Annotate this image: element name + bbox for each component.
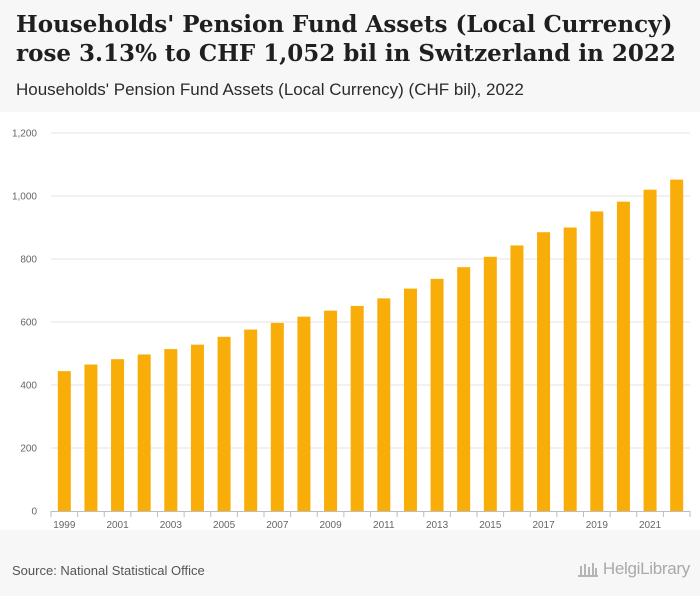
bar-2016[interactable] xyxy=(510,245,524,511)
bar-2006[interactable] xyxy=(244,329,258,511)
x-tick-label: 2009 xyxy=(319,520,342,531)
bar-2002[interactable] xyxy=(137,354,151,511)
source-note: Source: National Statistical Office xyxy=(12,563,205,578)
bar-2012[interactable] xyxy=(403,288,417,511)
y-tick-label: 600 xyxy=(20,318,37,329)
x-tick-label: 2011 xyxy=(373,520,395,531)
bar-2001[interactable] xyxy=(111,359,125,511)
x-tick-label: 2007 xyxy=(266,520,289,531)
y-tick-label: 0 xyxy=(31,507,37,518)
x-tick-label: 2017 xyxy=(532,520,555,531)
bar-2020[interactable] xyxy=(616,201,630,512)
chart-subtitle: Households' Pension Fund Assets (Local C… xyxy=(16,80,524,99)
helgilibrary-logo[interactable]: HelgiLibrary xyxy=(577,559,690,579)
y-tick-label: 800 xyxy=(20,255,37,266)
y-tick-label: 200 xyxy=(20,444,37,455)
bar-2005[interactable] xyxy=(217,336,231,511)
library-building-icon xyxy=(577,563,598,577)
bar-2017[interactable] xyxy=(537,232,551,511)
y-tick-label: 1,200 xyxy=(12,129,37,140)
bar-2018[interactable] xyxy=(563,227,577,512)
x-tick-label: 1999 xyxy=(53,520,76,531)
bar-2011[interactable] xyxy=(377,298,391,511)
chart-title: Households' Pension Fund Assets (Local C… xyxy=(16,11,676,67)
bar-2003[interactable] xyxy=(164,349,178,511)
x-tick-label: 2005 xyxy=(213,520,236,531)
y-tick-label: 400 xyxy=(20,381,37,392)
x-tick-label: 2013 xyxy=(426,520,449,531)
bar-2022[interactable] xyxy=(670,179,684,511)
x-tick-label: 2019 xyxy=(586,520,609,531)
x-tick-label: 2003 xyxy=(160,520,183,531)
bar-2008[interactable] xyxy=(297,316,311,511)
brand-name: HelgiLibrary xyxy=(602,559,690,578)
bar-2014[interactable] xyxy=(457,267,471,511)
bar-2015[interactable] xyxy=(483,256,497,511)
bar-1999[interactable] xyxy=(57,371,71,511)
x-tick-label: 2015 xyxy=(479,520,502,531)
bar-2010[interactable] xyxy=(350,305,364,511)
x-tick-label: 2001 xyxy=(106,520,129,531)
bar-2007[interactable] xyxy=(270,322,284,511)
bar-2009[interactable] xyxy=(324,310,338,511)
bar-2021[interactable] xyxy=(643,189,657,511)
bar-2013[interactable] xyxy=(430,278,444,511)
bar-2000[interactable] xyxy=(84,364,98,511)
bar-2019[interactable] xyxy=(590,211,604,511)
y-tick-label: 1,000 xyxy=(12,192,37,203)
x-tick-label: 2021 xyxy=(639,520,662,531)
bar-2004[interactable] xyxy=(190,344,204,511)
